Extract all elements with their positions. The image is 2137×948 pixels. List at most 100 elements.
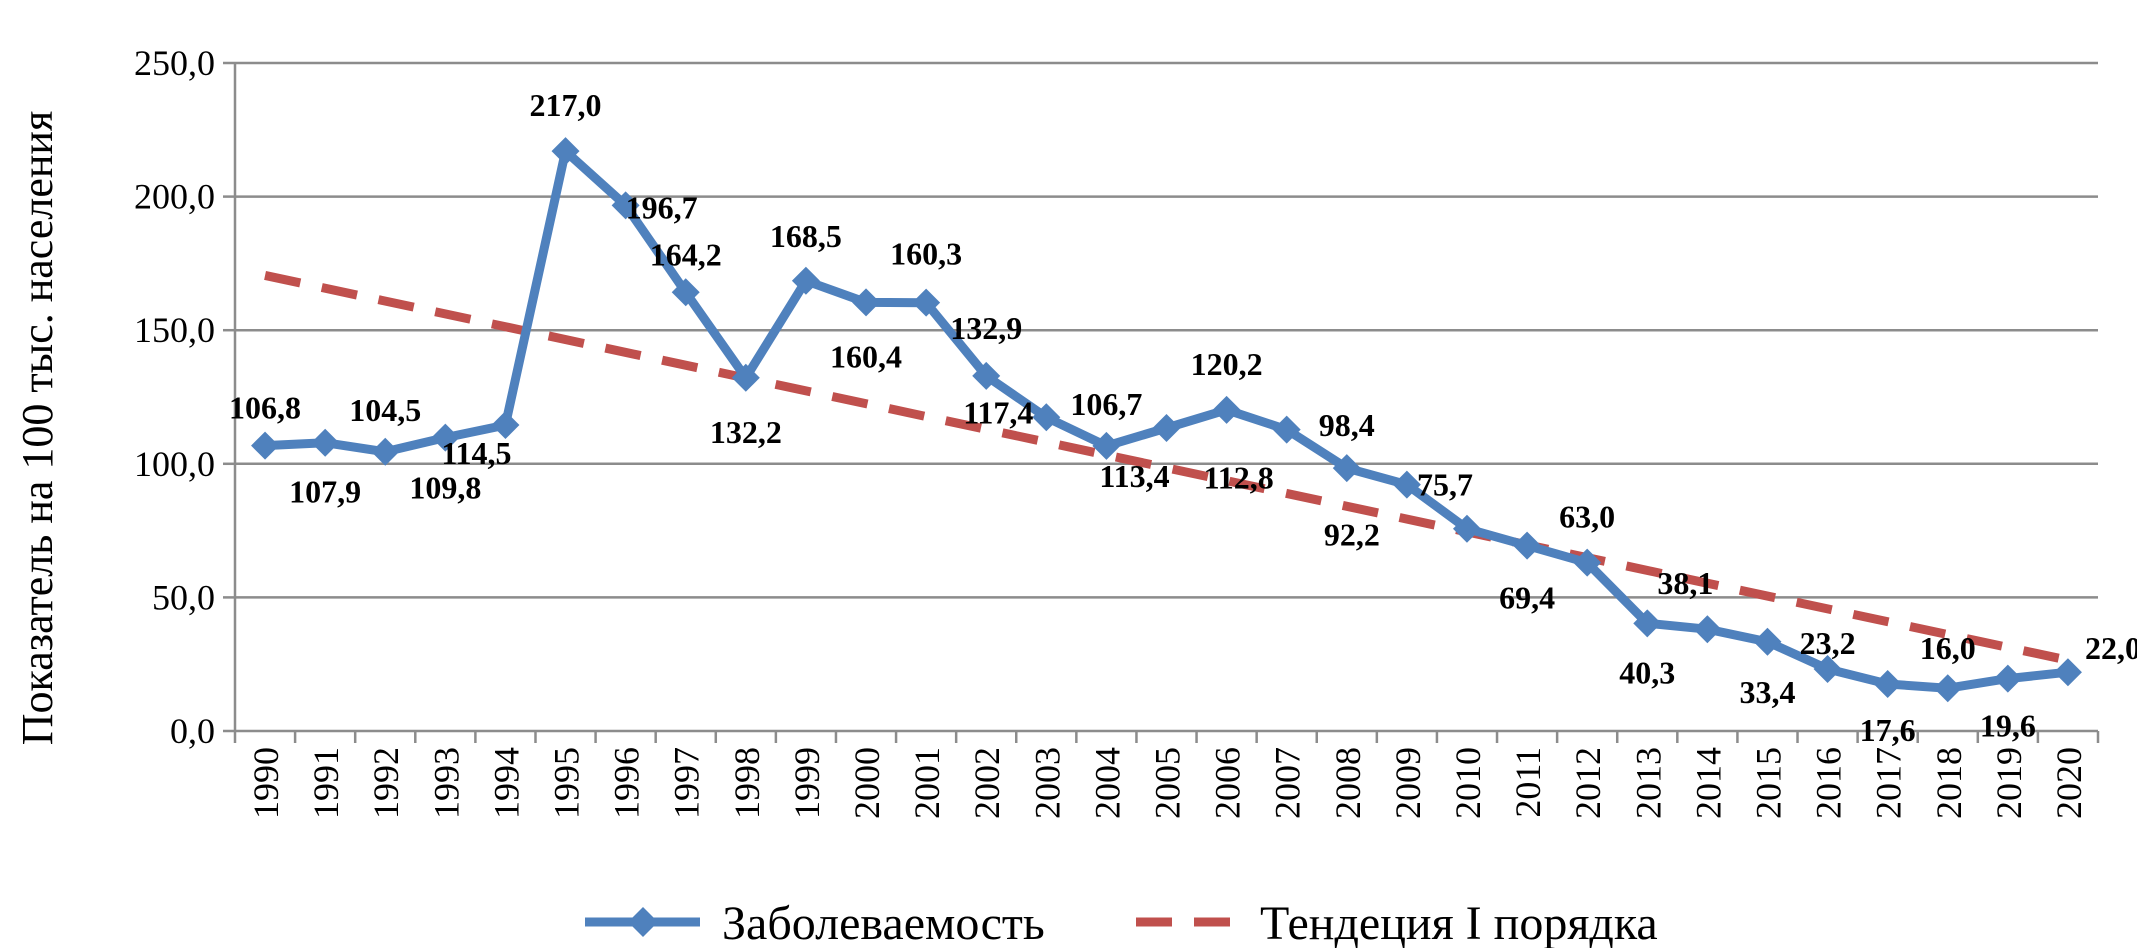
x-tick-label: 1991 [306, 747, 346, 819]
x-tick-label: 1998 [727, 747, 767, 819]
data-label: 113,4 [1099, 458, 1169, 494]
x-tick-label: 1997 [667, 747, 707, 819]
x-tick-label: 2006 [1208, 747, 1248, 819]
data-label: 22,0 [2085, 630, 2137, 666]
data-label: 33,4 [1739, 674, 1795, 710]
y-tick-label: 200,0 [134, 177, 215, 217]
data-label: 217,0 [530, 87, 602, 123]
data-point-marker [1152, 413, 1181, 442]
data-point-marker [1873, 669, 1902, 698]
data-label: 40,3 [1619, 654, 1675, 690]
data-point-marker [431, 423, 460, 452]
axes [223, 61, 2100, 743]
x-tick-label: 2009 [1388, 747, 1428, 819]
data-label: 38,1 [1657, 565, 1713, 601]
data-label: 98,4 [1319, 407, 1375, 443]
data-point-marker [1092, 431, 1121, 460]
y-tick-label: 100,0 [134, 444, 215, 484]
x-tick-label: 2013 [1628, 747, 1668, 819]
x-tick-label: 1990 [246, 747, 286, 819]
x-tick-label: 2012 [1568, 747, 1608, 819]
x-tick-label: 2008 [1328, 747, 1368, 819]
y-tick-label: 50,0 [152, 577, 215, 617]
data-point-marker [1032, 403, 1061, 432]
x-tick-label: 1999 [787, 747, 827, 819]
data-point-marker [791, 266, 820, 295]
trend-series [264, 271, 2069, 665]
data-point-marker [1753, 627, 1782, 656]
data-point-marker [1513, 531, 1542, 560]
data-point-marker [1272, 415, 1301, 444]
data-point-marker [491, 411, 520, 440]
x-tick-label: 2001 [907, 747, 947, 819]
data-point-marker [972, 361, 1001, 390]
data-point-marker [1993, 664, 2022, 693]
data-point-marker [1813, 655, 1842, 684]
x-tick-label: 1993 [426, 747, 466, 819]
x-tick-label: 2002 [967, 747, 1007, 819]
x-tick-label: 2010 [1448, 747, 1488, 819]
data-label: 69,4 [1499, 580, 1555, 616]
y-tick-label: 250,0 [134, 43, 215, 83]
x-tick-label: 2005 [1148, 747, 1188, 819]
x-tick-label: 1994 [486, 747, 526, 819]
data-label: 92,2 [1324, 517, 1380, 553]
data-point-marker [852, 288, 881, 317]
data-label: 17,6 [1860, 712, 1916, 748]
data-label: 23,2 [1800, 625, 1856, 661]
data-point-marker [1452, 514, 1481, 543]
x-tick-label: 2016 [1809, 747, 1849, 819]
y-tick-label: 0,0 [170, 711, 215, 751]
data-point-marker [671, 278, 700, 307]
y-tick-label: 150,0 [134, 310, 215, 350]
x-tick-label: 2017 [1869, 747, 1909, 819]
x-tick-label: 1995 [547, 747, 587, 819]
data-point-marker [912, 288, 941, 317]
data-point-marker [731, 363, 760, 392]
data-label: 104,5 [349, 392, 421, 428]
x-tick-label: 2019 [1989, 747, 2029, 819]
data-label: 132,2 [710, 414, 782, 450]
x-tick-label: 2004 [1087, 747, 1127, 819]
legend-label-trend: Тендеция I порядка [1260, 897, 1658, 948]
data-point-marker [611, 191, 640, 220]
data-point-marker [1693, 615, 1722, 644]
data-point-marker [1392, 470, 1421, 499]
data-label: 63,0 [1559, 499, 1615, 535]
data-point-marker [311, 428, 340, 457]
data-label: 112,8 [1204, 460, 1274, 496]
data-label: 109,8 [409, 470, 481, 506]
data-point-marker [371, 437, 400, 466]
data-label: 106,8 [229, 390, 301, 426]
x-tick-label: 2003 [1027, 747, 1067, 819]
y-axis-label: Показатель на 100 тыс. населения [13, 111, 62, 745]
x-tick-label: 1996 [607, 747, 647, 819]
data-label: 196,7 [626, 189, 698, 225]
data-label: 160,3 [890, 236, 962, 272]
legend: Заболеваемость Тендеция I порядка [585, 897, 1658, 948]
x-tick-label: 1992 [366, 747, 406, 819]
legend-label-incidence: Заболеваемость [722, 897, 1045, 948]
x-tick-labels: 1990 1991 1992 1993 1994 1995 1996 1997 1998 1999… [246, 747, 2089, 819]
data-label: 168,5 [770, 218, 842, 254]
y-tick-labels: 0,0 50,0 100,0 150,0 200,0 250,0 [134, 43, 215, 751]
data-point-marker [1933, 674, 1962, 703]
data-label: 19,6 [1980, 708, 2036, 744]
x-tick-label: 2015 [1748, 747, 1788, 819]
data-label: 132,9 [950, 310, 1022, 346]
data-label: 120,2 [1191, 346, 1263, 382]
x-tick-label: 2014 [1688, 747, 1728, 819]
data-label: 114,5 [441, 435, 511, 471]
data-label: 106,7 [1070, 386, 1142, 422]
x-tick-label: 2007 [1268, 747, 1308, 819]
x-tick-label: 2020 [2049, 747, 2089, 819]
legend-marker-incidence [628, 907, 658, 937]
data-point-marker [1573, 548, 1602, 577]
data-point-marker [551, 137, 580, 166]
data-label: 107,9 [289, 474, 361, 510]
data-point-marker [1633, 609, 1662, 638]
data-label: 16,0 [1920, 630, 1976, 666]
x-tick-label: 2000 [847, 747, 887, 819]
